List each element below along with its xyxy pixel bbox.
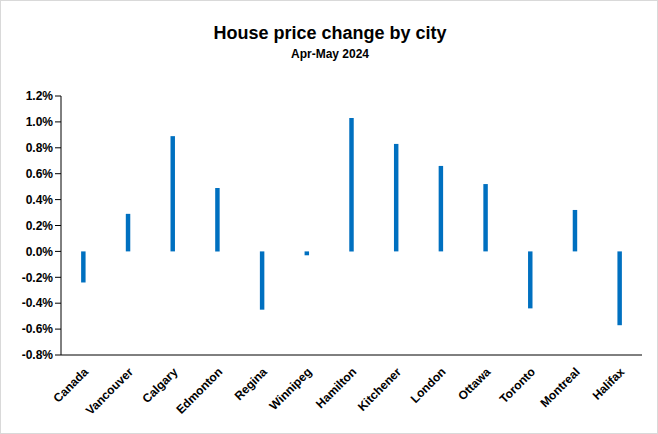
- svg-text:Vancouver: Vancouver: [83, 365, 136, 418]
- svg-text:1.2%: 1.2%: [26, 89, 54, 103]
- svg-text:-0.2%: -0.2%: [22, 271, 54, 285]
- svg-text:Halifax: Halifax: [590, 365, 628, 403]
- svg-text:Edmonton: Edmonton: [173, 365, 225, 417]
- svg-text:Regina: Regina: [232, 365, 270, 403]
- svg-text:0.6%: 0.6%: [26, 167, 54, 181]
- svg-text:Kitchener: Kitchener: [355, 365, 404, 414]
- svg-text:Toronto: Toronto: [497, 365, 538, 406]
- svg-text:Montreal: Montreal: [537, 365, 582, 410]
- svg-text:0.2%: 0.2%: [26, 219, 54, 233]
- svg-text:0.8%: 0.8%: [26, 141, 54, 155]
- svg-text:-0.6%: -0.6%: [22, 322, 54, 336]
- svg-text:Canada: Canada: [51, 365, 92, 406]
- svg-text:Ottawa: Ottawa: [455, 365, 493, 403]
- svg-text:1.0%: 1.0%: [26, 115, 54, 129]
- svg-text:-0.8%: -0.8%: [22, 348, 54, 362]
- html-text:House price change by city: House price change by city: [213, 23, 447, 43]
- svg-text:London: London: [408, 365, 449, 406]
- svg-text:Hamilton: Hamilton: [313, 365, 359, 411]
- svg-text:0.4%: 0.4%: [26, 193, 54, 207]
- svg-text:-0.4%: -0.4%: [22, 296, 54, 310]
- svg-text:Winnipeg: Winnipeg: [267, 365, 315, 413]
- html-text:Apr-May 2024: Apr-May 2024: [291, 47, 369, 61]
- svg-text:0.0%: 0.0%: [26, 245, 54, 259]
- svg-text:Calgary: Calgary: [139, 365, 180, 406]
